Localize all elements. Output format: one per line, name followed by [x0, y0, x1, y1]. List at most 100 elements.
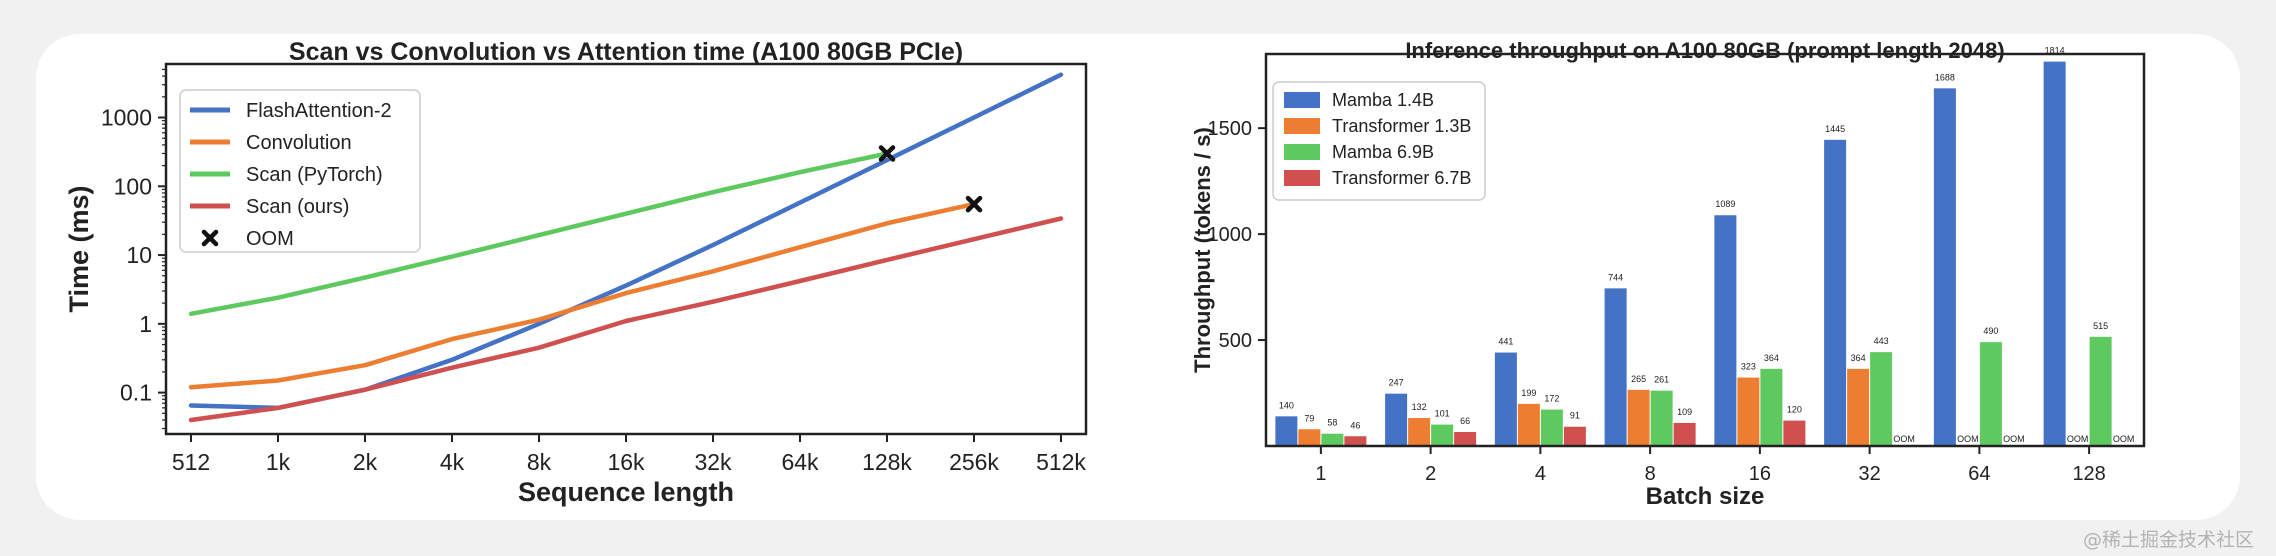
bar-0-0: [1275, 416, 1298, 446]
bar-value-label: 132: [1412, 402, 1427, 412]
bar-value-label: 120: [1787, 405, 1802, 415]
bar-0-2: [1494, 352, 1517, 446]
watermark-text: @稀土掘金技术社区: [2082, 529, 2254, 551]
bar-value-label: 265: [1631, 374, 1646, 384]
bar-x-tick-label: 8: [1645, 463, 1656, 485]
legend-oom-marker-stroke-b: [201, 229, 219, 247]
bar-value-label: 364: [1851, 353, 1866, 363]
legend-label-3: Scan (ours): [246, 196, 349, 218]
bar-2-6: [1979, 342, 2002, 446]
bar-value-label: 744: [1608, 272, 1623, 282]
oom-marker-0: [878, 145, 896, 162]
bar-legend-box: [1272, 81, 1486, 201]
bar-legend-swatch-1: [1284, 118, 1320, 134]
plot-frame: [164, 62, 1088, 436]
x-axis-label: Sequence length: [518, 477, 734, 507]
bar-value-label: 364: [1764, 353, 1779, 363]
bar-3-1: [1454, 432, 1477, 446]
x-tick-label: 4k: [440, 449, 465, 475]
bar-0-4: [1714, 215, 1737, 446]
left-chart-title: Scan vs Convolution vs Attention time (A…: [289, 38, 963, 66]
bar-value-label: 140: [1279, 400, 1294, 410]
bar-legend-swatch-2: [1284, 144, 1320, 160]
y-tick-label: 10: [126, 242, 152, 268]
bar-x-tick-label: 32: [1859, 463, 1881, 485]
x-tick-label: 256k: [949, 449, 999, 475]
bar-x-axis-label: Batch size: [1646, 483, 1765, 510]
right-legend: Mamba 1.4B Transformer 1.3B Mamba 6.9B Tran…: [1272, 81, 1486, 201]
bar-1-2: [1517, 403, 1540, 446]
bar-value-label: 1814: [2045, 46, 2065, 56]
bar-2-7: [2089, 336, 2112, 446]
right-chart-title: Inference throughput on A100 80GB (promp…: [1405, 38, 2004, 63]
y-tick-label: 1000: [101, 105, 152, 131]
bar-x-tick-label: 128: [2072, 463, 2105, 485]
y-tick-label: 0.1: [120, 380, 152, 406]
series-line-3: [188, 216, 1064, 423]
x-tick-label: 512k: [1036, 449, 1086, 475]
series-line-2: [188, 151, 890, 317]
bar-3-0: [1344, 436, 1367, 446]
figure-card: Scan vs Convolution vs Attention time (A…: [36, 34, 2240, 520]
bar-1-1: [1408, 418, 1431, 446]
legend-label-oom: OOM: [246, 228, 294, 250]
bar-plot-frame: [1264, 52, 2146, 448]
left-legend: FlashAttention-2 Convolution Scan (PyTorch…: [179, 89, 421, 253]
bar-value-label: 490: [1983, 326, 1998, 336]
bar-1-4: [1737, 377, 1760, 446]
bar-legend-swatch-3: [1284, 170, 1320, 186]
x-tick-label: 2k: [353, 449, 378, 475]
x-tick-label: 128k: [862, 449, 912, 475]
bar-oom-label: OOM: [2067, 434, 2089, 444]
bar-value-label: 109: [1677, 407, 1692, 417]
legend-oom-marker: [201, 229, 219, 247]
bar-value-label: 323: [1741, 362, 1756, 372]
bar-x-tick-label: 1: [1315, 463, 1326, 485]
bar-y-axis-label: Throughput (tokens / s): [1190, 127, 1215, 373]
bar-x-tick-label: 2: [1425, 463, 1436, 485]
bar-2-2: [1540, 409, 1563, 446]
bar-y-tick-label: 500: [1219, 330, 1252, 352]
series-line-1: [188, 201, 977, 390]
bar-3-4: [1783, 420, 1806, 446]
bar-2-3: [1650, 390, 1673, 446]
bar-1-3: [1627, 389, 1650, 446]
bar-0-7: [2043, 61, 2066, 446]
bar-value-label: 261: [1654, 375, 1669, 385]
bar-0-6: [1933, 88, 1956, 447]
bar-3-3: [1673, 422, 1696, 446]
bar-value-label: 1445: [1825, 124, 1845, 134]
bar-value-label: 1089: [1715, 199, 1735, 209]
bar-oom-label: OOM: [1893, 434, 1915, 444]
bar-value-label: 172: [1544, 394, 1559, 404]
bar-legend-label-1: Transformer 1.3B: [1332, 116, 1471, 136]
throughput-bar-chart: Inference throughput on A100 80GB (promp…: [1190, 38, 2146, 510]
bar-3-2: [1563, 426, 1586, 446]
bar-value-label: 66: [1460, 416, 1470, 426]
x-tick-label: 16k: [607, 449, 645, 475]
bar-1-5: [1847, 368, 1870, 446]
oom-marker-1: [965, 195, 983, 213]
oom-marker-1-stroke-b: [965, 195, 983, 213]
bar-legend-swatch-0: [1284, 92, 1320, 108]
x-tick-label: 512: [172, 449, 210, 475]
bar-value-label: 46: [1350, 420, 1360, 430]
bar-x-tick-label: 64: [1968, 463, 1990, 485]
oom-marker-0-stroke-b: [878, 145, 896, 162]
bar-legend-label-2: Mamba 6.9B: [1332, 142, 1434, 162]
bar-y-tick-label: 1500: [1208, 118, 1253, 140]
bar-2-5: [1870, 352, 1893, 446]
x-tick-label: 1k: [266, 449, 291, 475]
legend-label-2: Scan (PyTorch): [246, 164, 383, 186]
bar-value-label: 443: [1874, 336, 1889, 346]
bar-value-label: 247: [1389, 378, 1404, 388]
bar-value-label: 79: [1304, 413, 1314, 423]
bar-0-5: [1824, 139, 1847, 446]
bar-2-1: [1431, 424, 1454, 446]
time-line-chart: Scan vs Convolution vs Attention time (A…: [64, 38, 1088, 507]
bar-y-tick-label: 1000: [1208, 224, 1253, 246]
y-tick-label: 1: [139, 311, 152, 337]
y-axis-label: Time (ms): [64, 185, 94, 312]
legend-label-0: FlashAttention-2: [246, 100, 392, 122]
bar-value-label: 91: [1570, 411, 1580, 421]
